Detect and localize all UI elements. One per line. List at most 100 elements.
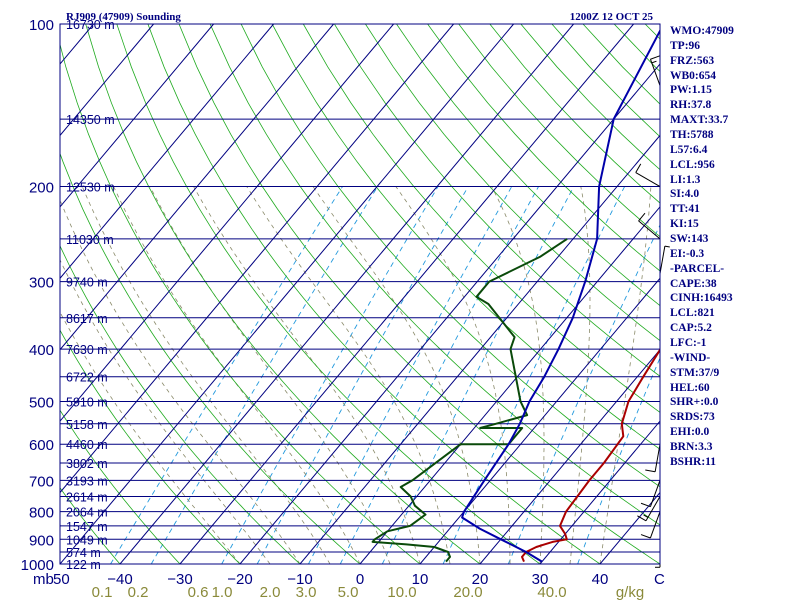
index-line: RH:37.8 xyxy=(670,99,712,112)
index-line: SI:4.0 xyxy=(670,188,700,201)
temperature-tick-label: −30 xyxy=(167,571,192,588)
isotherm xyxy=(119,24,574,564)
moist-adiabat xyxy=(491,186,545,564)
temperature-tick-label: 30 xyxy=(532,571,549,588)
index-line: SW:143 xyxy=(670,233,709,246)
index-line: -PARCEL- xyxy=(670,262,725,275)
isotherm xyxy=(239,63,660,564)
pressure-tick-label: 800 xyxy=(29,505,54,522)
height-label: 122 m xyxy=(66,558,101,572)
isotherm xyxy=(60,24,394,422)
mixing-ratio-label: 0.1 xyxy=(92,584,113,600)
index-line: L57:6.4 xyxy=(670,143,708,156)
height-label: 7630 m xyxy=(66,343,108,357)
mixing-ratio-label: 10.0 xyxy=(387,584,416,600)
wind-barb xyxy=(637,496,661,522)
index-line: EI:-0.3 xyxy=(670,247,705,260)
height-label: 3193 m xyxy=(66,474,108,488)
pressure-tick-label: 700 xyxy=(29,473,54,490)
height-label: 16730 m xyxy=(66,18,115,32)
index-line: LFC:-1 xyxy=(670,337,707,350)
isotherm xyxy=(60,24,334,351)
wind-barb xyxy=(645,444,661,473)
index-line: CAPE:38 xyxy=(670,277,717,290)
height-label: 5910 m xyxy=(66,395,108,409)
mixing-ratio-line xyxy=(442,186,625,564)
mixing-ratio-label: 20.0 xyxy=(453,584,482,600)
index-line: WMO:47909 xyxy=(670,25,734,37)
index-line: EHI:0.0 xyxy=(670,426,710,439)
isotherm xyxy=(60,24,514,564)
height-label: 11030 m xyxy=(66,233,114,247)
height-label: 3802 m xyxy=(66,457,108,471)
pressure-tick-label: 500 xyxy=(29,394,54,411)
temperature-profile xyxy=(521,348,660,562)
pressure-tick-label: 100 xyxy=(29,17,54,34)
height-label: 12530 m xyxy=(66,181,115,195)
mixing-ratio-line xyxy=(381,186,575,564)
height-label: 8617 m xyxy=(66,312,108,326)
height-label: 574 m xyxy=(66,546,101,560)
isotherm xyxy=(479,348,660,564)
isotherm xyxy=(60,24,154,137)
index-line: BSHR:11 xyxy=(670,455,717,468)
mixing-ratio-label: g/kg xyxy=(616,584,644,600)
isotherm xyxy=(60,24,214,208)
height-label: 5158 m xyxy=(66,418,108,432)
mixing-ratio-label: 0.2 xyxy=(128,584,149,600)
index-line: WB0:654 xyxy=(670,69,716,82)
temperature-tick-label: 10 xyxy=(412,571,429,588)
index-line: TP:96 xyxy=(670,39,701,52)
index-line: MAXT:33.7 xyxy=(670,114,729,127)
parcel-profile xyxy=(461,28,660,563)
moist-adiabat xyxy=(113,186,361,564)
index-line: -WIND- xyxy=(670,351,711,364)
index-line: SHR+:0.0 xyxy=(670,396,719,409)
mixing-ratio-label: 0.6 xyxy=(188,584,209,600)
plot-frame xyxy=(59,23,661,565)
dewpoint-profile xyxy=(371,238,568,563)
index-line: KI:15 xyxy=(670,218,699,231)
index-line: PW:1.15 xyxy=(670,84,712,97)
pressure-tick-label: 400 xyxy=(29,342,54,359)
sounding-indices: WMO:47909 TP:96 FRZ:563 WB0:654 PW:1.15 RH:37… xyxy=(670,24,798,470)
height-label: 2064 m xyxy=(66,506,108,520)
mixing-ratio-label: 3.0 xyxy=(296,584,317,600)
moist-adiabat xyxy=(246,186,451,564)
isotherm xyxy=(299,134,660,564)
wind-barb xyxy=(659,245,670,274)
height-label: 1049 m xyxy=(66,533,108,547)
index-line: STM:37/9 xyxy=(670,366,720,379)
isotherm xyxy=(60,24,274,280)
temperature-tick-label: 40 xyxy=(592,571,609,588)
index-line: TH:5788 xyxy=(670,129,714,142)
mixing-ratio-line xyxy=(339,186,539,564)
temperature-tick-label: 20 xyxy=(472,571,489,588)
wind-barb xyxy=(640,480,661,508)
y-unit-label: mb xyxy=(33,571,54,588)
height-label: 14350 m xyxy=(66,113,115,127)
index-line: HEL:60 xyxy=(670,381,710,394)
height-label: 2614 m xyxy=(66,491,108,505)
index-line: BRN:3.3 xyxy=(670,441,713,454)
pressure-tick-label: 200 xyxy=(29,180,54,197)
wind-barb xyxy=(640,511,661,539)
plot-background xyxy=(60,24,660,564)
index-line: FRZ:563 xyxy=(670,54,715,67)
height-label: 9740 m xyxy=(66,276,108,290)
temperature-tick-label: −20 xyxy=(227,571,252,588)
wind-barb xyxy=(635,163,661,187)
index-line: CINH:16493 xyxy=(670,292,733,305)
valid-time: 1200Z 12 OCT 25 xyxy=(570,11,654,23)
pressure-tick-label: 1000 xyxy=(21,557,54,574)
mixing-ratio-label: 1.0 xyxy=(212,584,233,600)
wind-barb xyxy=(649,55,661,86)
pressure-tick-label: 300 xyxy=(29,275,54,292)
temperature-tick-label: −10 xyxy=(287,571,312,588)
chart-title: RJ909 (47909) Sounding xyxy=(66,11,181,23)
pressure-tick-label: 900 xyxy=(29,532,54,549)
pressure-tick-label: 600 xyxy=(29,437,54,454)
isotherm xyxy=(60,24,454,494)
isotherm xyxy=(179,24,634,564)
temperature-tick-label: 0 xyxy=(356,571,364,588)
